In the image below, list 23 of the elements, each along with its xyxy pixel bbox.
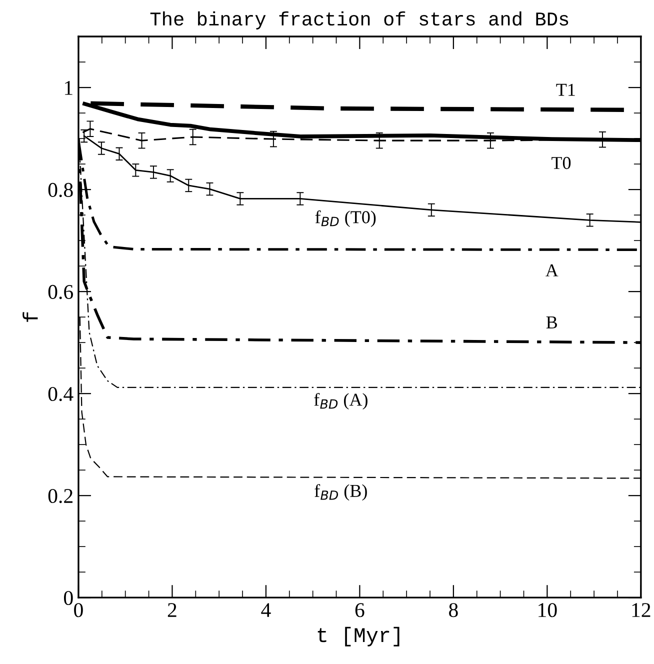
x-tick-label: 12	[632, 603, 650, 617]
chart-title: The binary fraction of stars and BDs	[150, 11, 568, 30]
y-tick-label: 1	[65, 81, 72, 95]
annotation: B	[546, 316, 558, 328]
annotation: f$_{BD}$ (B)	[314, 484, 367, 501]
x-tick-label: 8	[449, 603, 458, 618]
y-tick-label: 0	[64, 590, 73, 606]
annotation: f$_{BD}$ (T0)	[315, 210, 376, 227]
x-tick-label: 6	[355, 603, 364, 618]
annotation: f$_{BD}$ (A)	[314, 392, 368, 410]
x-tick-label: 0	[74, 603, 83, 618]
x-tick-label: 2	[168, 603, 176, 617]
x-axis-title: t [Myr]	[318, 626, 400, 646]
x-tick-label: 4	[261, 603, 271, 617]
y-tick-label: 0.8	[48, 182, 73, 198]
annotation: T0	[552, 156, 571, 170]
annotation: A	[546, 264, 558, 276]
y-axis-title: f	[22, 312, 38, 322]
y-tick-label: 0.2	[48, 488, 72, 504]
y-tick-label: 0.4	[48, 386, 74, 402]
y-tick-label: 0.6	[48, 284, 73, 300]
annotation: T1	[556, 84, 575, 96]
x-tick-label: 10	[538, 603, 557, 618]
